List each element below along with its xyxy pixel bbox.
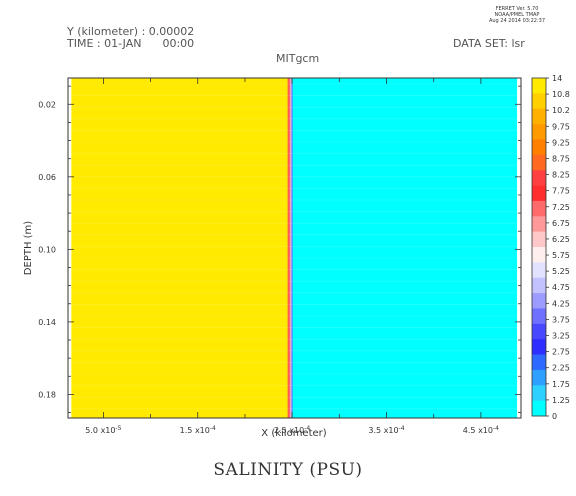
model-label: MITgcm <box>276 52 320 65</box>
x-axis: 5.0 x10-5 1.5 x10-4 2.5 x10-4 3.5 x10-4 4.5 … <box>85 78 499 435</box>
y-coordinate-label: Y (kilometer) : 0.00002 <box>67 25 195 38</box>
colorbar-swatch-7 <box>532 185 546 202</box>
colorbar-label: 10.2 <box>552 106 570 115</box>
colorbar-label: 4.75 <box>552 283 570 292</box>
colorbar-swatch-9 <box>532 216 546 232</box>
version-line-2: NOAA/PMEL TMAP <box>494 12 540 18</box>
x-tick-label: 3.5 x10-4 <box>368 425 404 435</box>
colorbar-swatch-1 <box>532 93 546 110</box>
colorbar-swatch-18 <box>532 354 546 371</box>
field-column-3 <box>288 78 290 418</box>
y-tick-label: 0.02 <box>38 100 56 109</box>
colorbar-label: 7.25 <box>552 203 570 212</box>
colorbar-swatch-5 <box>532 154 546 171</box>
colorbar-swatch-10 <box>532 231 546 248</box>
time-label: TIME : 01-JAN 00:00 <box>67 37 195 50</box>
colorbar-label: 3.75 <box>552 315 570 324</box>
colorbar-swatch-6 <box>532 170 546 186</box>
colorbar-label: 7.75 <box>552 187 570 196</box>
x-axis-label: X (kilometer) <box>261 428 326 439</box>
field-column-0 <box>68 78 72 418</box>
colorbar-swatch-8 <box>532 200 546 217</box>
colorbar-label: 1.75 <box>552 380 570 389</box>
colorbar-swatch-15 <box>532 308 546 325</box>
field-column-2 <box>287 78 289 418</box>
colorbar-label: 4.25 <box>552 299 570 308</box>
salinity-field <box>68 78 521 418</box>
colorbar-label: 5.75 <box>552 251 570 260</box>
y-axis: 0.02 0.06 0.10 0.14 0.18 <box>38 85 521 413</box>
colorbar-label: 2.25 <box>552 364 570 373</box>
colorbar-frame <box>531 77 547 417</box>
colorbar-label: 6.25 <box>552 235 570 244</box>
colorbar: 14 10.8 10.2 9.75 9.25 8.75 8.25 7.75 7.25 6.75 6.… <box>531 74 570 421</box>
colorbar-swatch-12 <box>532 262 546 279</box>
colorbar-swatch-13 <box>532 277 546 294</box>
colorbar-label: 14 <box>552 74 562 83</box>
dataset-label: DATA SET: lsr <box>453 37 525 50</box>
y-tick-label: 0.14 <box>38 318 56 327</box>
colorbar-label: 0 <box>552 412 557 421</box>
colorbar-label: 1.25 <box>552 396 570 405</box>
colorbar-swatch-20 <box>532 385 546 401</box>
colorbar-swatch-3 <box>532 124 546 140</box>
colorbar-swatch-16 <box>532 323 546 340</box>
colorbar-label: 3.25 <box>552 332 570 341</box>
field-column-1 <box>71 78 288 418</box>
colorbar-swatch-19 <box>532 369 546 386</box>
field-column-7 <box>292 78 518 418</box>
field-column-5 <box>290 78 292 418</box>
field-column-4 <box>289 78 291 418</box>
ferret-version-stamp: FERRET Ver. 5.70 NOAA/PMEL TMAP Aug 24 2… <box>484 6 550 24</box>
x-tick-label: 2.5 x10-4 <box>274 425 310 435</box>
y-tick-label: 0.18 <box>38 390 56 399</box>
colorbar-label: 2.75 <box>552 348 570 357</box>
colorbar-swatch-4 <box>532 139 546 156</box>
y-tick-label: 0.06 <box>38 173 56 182</box>
colorbar-label: 5.25 <box>552 267 570 276</box>
x-tick-label: 5.0 x10-5 <box>85 425 121 435</box>
colorbar-swatch-2 <box>532 108 546 125</box>
x-tick-label: 4.5 x10-4 <box>463 425 499 435</box>
chart-title: SALINITY (PSU) <box>213 460 363 480</box>
colorbar-label: 8.25 <box>552 171 570 180</box>
plot-frame <box>67 77 522 419</box>
x-tick-label: 1.5 x10-4 <box>180 425 216 435</box>
colorbar-label: 9.25 <box>552 138 570 147</box>
field-column-8 <box>517 78 521 418</box>
colorbar-label: 6.75 <box>552 219 570 228</box>
colorbar-swatch-17 <box>532 339 546 355</box>
colorbar-swatch-11 <box>532 247 546 263</box>
colorbar-swatch-0 <box>532 78 546 94</box>
colorbar-label: 10.8 <box>552 90 570 99</box>
colorbar-swatch-14 <box>532 293 546 309</box>
colorbar-swatch-21 <box>532 400 546 417</box>
y-tick-label: 0.10 <box>38 245 56 254</box>
version-line-3: Aug 24 2014 03:22:37 <box>488 18 546 24</box>
colorbar-label: 8.75 <box>552 154 570 163</box>
version-line-1: FERRET Ver. 5.70 <box>495 6 539 12</box>
colorbar-label: 9.75 <box>552 122 570 131</box>
field-column-6 <box>291 78 293 418</box>
y-axis-label: DEPTH (m) <box>23 221 34 275</box>
